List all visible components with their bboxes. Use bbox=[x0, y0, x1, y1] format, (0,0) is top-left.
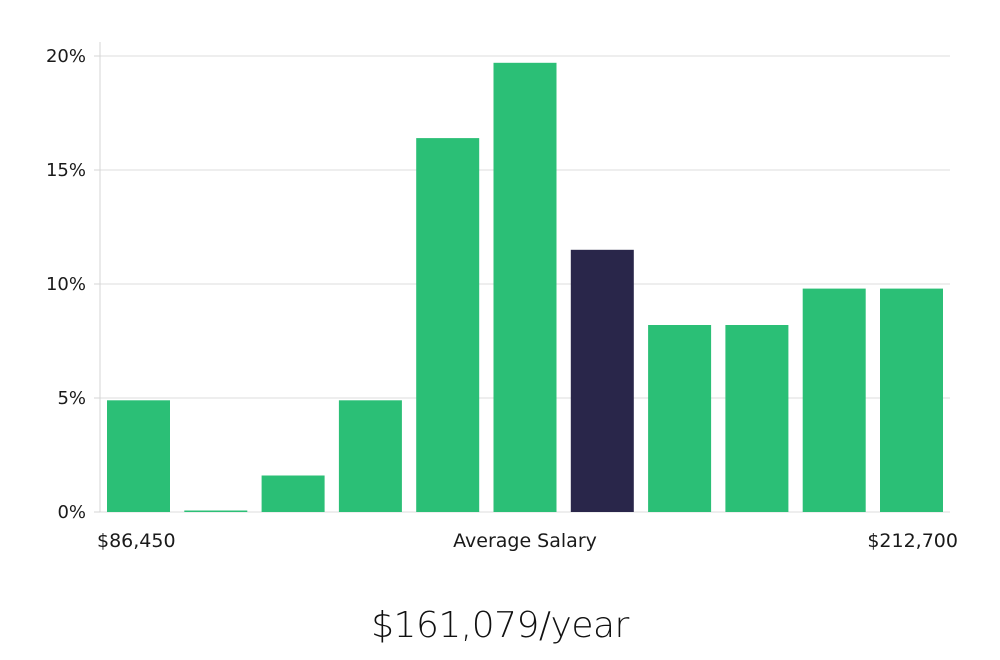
bar bbox=[416, 138, 480, 512]
y-tick-label: 10% bbox=[46, 274, 86, 295]
bar bbox=[493, 62, 557, 513]
bar bbox=[725, 325, 789, 512]
x-min-label: $86,450 bbox=[97, 530, 176, 552]
bar bbox=[648, 325, 712, 512]
y-axis: 0% 5% 10% 15% 20% bbox=[46, 46, 100, 523]
bar-highlight-average bbox=[570, 249, 634, 513]
y-tick-label: 15% bbox=[46, 160, 86, 181]
bar bbox=[802, 288, 866, 512]
x-max-label: $212,700 bbox=[867, 530, 958, 552]
y-tick-label: 20% bbox=[46, 46, 86, 67]
bars bbox=[107, 62, 943, 513]
bar bbox=[880, 288, 943, 512]
bar bbox=[338, 400, 402, 512]
bar bbox=[184, 510, 248, 512]
y-tick-label: 0% bbox=[57, 502, 86, 523]
average-salary-value: $161,079/year bbox=[371, 605, 629, 646]
bar bbox=[261, 475, 325, 512]
y-tick-label: 5% bbox=[57, 388, 86, 409]
bar bbox=[107, 400, 170, 512]
salary-histogram: 0% 5% 10% 15% 20% $86,450 Average Salary $21… bbox=[46, 42, 958, 552]
x-center-label: Average Salary bbox=[453, 530, 597, 552]
